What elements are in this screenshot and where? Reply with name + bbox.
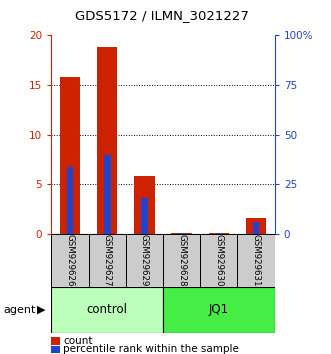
Bar: [209, 233, 229, 234]
Bar: [104, 155, 111, 234]
Bar: [171, 233, 192, 234]
Text: JQ1: JQ1: [209, 303, 229, 316]
Text: GSM929628: GSM929628: [177, 234, 186, 286]
Text: count: count: [63, 336, 92, 346]
Bar: [178, 233, 185, 234]
Bar: [237, 234, 275, 287]
Bar: [253, 222, 260, 234]
Bar: [163, 234, 200, 287]
Text: GSM929631: GSM929631: [252, 234, 260, 286]
Bar: [141, 198, 148, 234]
Text: GSM929629: GSM929629: [140, 234, 149, 286]
Bar: [200, 234, 237, 287]
Bar: [246, 218, 266, 234]
Bar: [163, 287, 275, 333]
Text: GSM929627: GSM929627: [103, 234, 112, 286]
Bar: [215, 233, 222, 234]
Bar: [67, 167, 73, 234]
Text: control: control: [87, 303, 128, 316]
Text: ▶: ▶: [37, 305, 46, 315]
Text: agent: agent: [3, 305, 36, 315]
Bar: [134, 176, 155, 234]
Text: GSM929630: GSM929630: [214, 234, 223, 286]
Text: GDS5172 / ILMN_3021227: GDS5172 / ILMN_3021227: [75, 9, 249, 22]
Bar: [51, 234, 88, 287]
Bar: [60, 77, 80, 234]
Bar: [51, 287, 163, 333]
Text: GSM929626: GSM929626: [66, 234, 74, 286]
Text: percentile rank within the sample: percentile rank within the sample: [63, 344, 239, 354]
Bar: [97, 47, 118, 234]
Bar: [88, 234, 126, 287]
Bar: [126, 234, 163, 287]
